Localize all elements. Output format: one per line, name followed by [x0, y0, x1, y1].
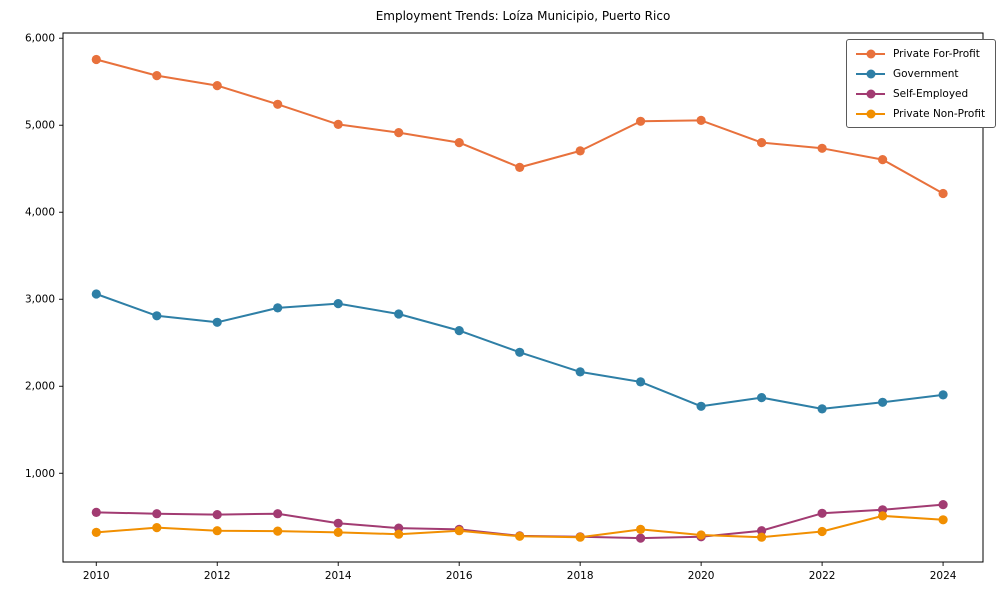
y-tick-label: 6,000 — [25, 33, 55, 45]
series-private-for-profit — [91, 54, 948, 199]
data-point-marker — [757, 532, 767, 542]
data-point-marker — [212, 81, 222, 91]
series-government — [91, 289, 948, 414]
data-point-marker — [636, 524, 646, 535]
x-tick-label: 2022 — [809, 570, 836, 582]
data-point-marker — [333, 518, 343, 528]
data-point-marker — [273, 303, 283, 313]
data-point-marker — [575, 146, 585, 156]
legend-label: Private Non-Profit — [893, 107, 986, 120]
x-tick-label: 2010 — [83, 570, 110, 582]
x-tick-label: 2020 — [688, 570, 715, 582]
data-point-marker — [152, 523, 162, 533]
data-point-marker — [515, 531, 525, 541]
line-marker-icon — [856, 68, 885, 79]
line-marker-icon — [856, 48, 885, 59]
data-point-marker — [938, 188, 948, 199]
legend-item-private-non-profit: Private Non-Profit — [856, 107, 985, 120]
legend-item-self-employed: Self-Employed — [856, 87, 985, 100]
x-tick-label: 2024 — [930, 570, 957, 582]
x-tick-label: 2014 — [325, 570, 352, 582]
data-point-marker — [636, 116, 646, 126]
y-tick-label: 4,000 — [25, 207, 55, 219]
y-tick-label: 5,000 — [25, 120, 55, 132]
legend-item-private-for-profit: Private For-Profit — [856, 47, 985, 60]
data-point-marker — [454, 326, 464, 336]
data-point-marker — [696, 401, 706, 411]
data-point-marker — [152, 509, 162, 519]
line-marker-icon — [856, 88, 885, 99]
x-tick-label: 2018 — [567, 570, 594, 582]
data-point-marker — [817, 404, 827, 414]
data-point-marker — [333, 527, 343, 538]
data-point-marker — [696, 115, 706, 125]
data-point-marker — [817, 143, 827, 153]
data-point-marker — [817, 526, 827, 537]
data-point-marker — [394, 529, 404, 539]
plot-frame — [62, 32, 984, 563]
data-point-marker — [696, 530, 706, 540]
legend-dot-swatch — [866, 49, 875, 58]
data-point-marker — [757, 138, 767, 148]
data-point-marker — [333, 299, 343, 309]
y-tick-label: 3,000 — [25, 294, 55, 306]
data-point-marker — [91, 54, 101, 65]
data-point-marker — [333, 119, 343, 129]
data-point-marker — [757, 393, 767, 403]
data-point-marker — [938, 390, 948, 400]
data-point-marker — [454, 138, 464, 148]
legend-dot-swatch — [866, 109, 875, 118]
data-point-marker — [394, 309, 404, 319]
data-point-marker — [273, 526, 283, 536]
x-tick-label: 2016 — [446, 570, 473, 582]
chart-title: Employment Trends: Loíza Municipio, Puer… — [375, 9, 671, 23]
data-point-marker — [575, 532, 585, 542]
data-point-marker — [938, 515, 948, 525]
legend-dot-swatch — [866, 89, 875, 98]
data-point-marker — [878, 397, 888, 407]
legend-item-government: Government — [856, 67, 985, 80]
legend-label: Self-Employed — [893, 87, 969, 100]
data-point-marker — [91, 289, 101, 299]
data-point-marker — [273, 99, 283, 109]
data-point-marker — [273, 509, 283, 519]
legend-dot-swatch — [866, 69, 875, 78]
data-point-marker — [212, 526, 222, 536]
data-point-marker — [515, 347, 525, 357]
data-point-marker — [212, 509, 222, 520]
x-tick-label: 2012 — [204, 570, 231, 582]
data-point-marker — [515, 162, 525, 172]
data-point-marker — [152, 71, 162, 81]
legend-label: Private For-Profit — [893, 47, 980, 60]
line-marker-icon — [856, 108, 885, 119]
legend-label: Government — [893, 67, 959, 80]
data-point-marker — [636, 377, 646, 387]
data-point-marker — [878, 511, 888, 521]
y-tick-label: 2,000 — [25, 381, 55, 393]
data-point-marker — [817, 508, 827, 518]
data-point-marker — [757, 526, 767, 536]
y-tick-label: 1,000 — [25, 468, 55, 480]
data-point-marker — [152, 311, 162, 321]
series-line — [95, 58, 945, 195]
data-point-marker — [212, 317, 222, 327]
legend-box: Private For-Profit Government Self-Emplo… — [846, 39, 997, 128]
data-point-marker — [575, 367, 585, 377]
data-point-marker — [454, 526, 464, 536]
data-point-marker — [636, 533, 646, 543]
data-point-marker — [91, 527, 101, 538]
series-private-non-profit — [91, 511, 948, 542]
data-point-marker — [878, 155, 888, 165]
data-point-marker — [394, 128, 404, 138]
data-point-marker — [938, 500, 948, 510]
data-point-marker — [91, 507, 101, 517]
